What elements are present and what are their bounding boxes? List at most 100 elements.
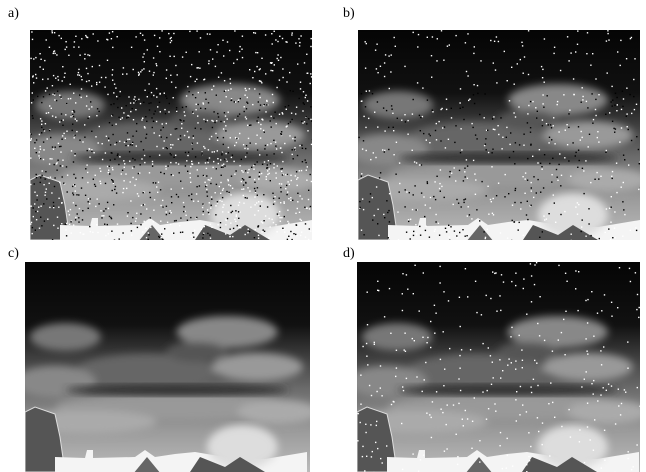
noise-black <box>32 115 33 116</box>
noise-black <box>176 107 177 108</box>
noise-white <box>272 43 273 44</box>
noise-white <box>171 188 172 189</box>
noise-white <box>549 455 550 456</box>
noise-black <box>116 142 117 143</box>
noise-white <box>101 77 102 78</box>
noise-black <box>197 175 198 176</box>
noise-white <box>225 90 226 91</box>
noise-black <box>483 231 484 232</box>
noise-white <box>534 360 535 361</box>
noise-black <box>111 179 112 180</box>
noise-black <box>143 102 144 103</box>
noise-black <box>41 127 42 128</box>
noise-black <box>146 134 147 135</box>
noise-white <box>542 69 543 70</box>
noise-white <box>541 66 542 67</box>
noise-white <box>621 187 622 188</box>
noise-white <box>371 395 372 396</box>
noise-white <box>301 170 302 171</box>
noise-white <box>309 208 310 209</box>
noise-white <box>441 186 442 187</box>
noise-black <box>36 139 37 140</box>
noise-white <box>53 207 54 208</box>
noise-black <box>166 214 167 215</box>
noise-white <box>54 32 55 33</box>
noise-black <box>475 134 476 135</box>
noise-white <box>149 71 150 72</box>
noise-white <box>511 67 512 68</box>
noise-black <box>539 237 540 238</box>
noise-black <box>214 122 215 123</box>
noise-white <box>491 166 492 167</box>
noise-white <box>224 121 225 122</box>
photo-content <box>15 262 318 472</box>
noise-black <box>264 104 265 105</box>
noise-white <box>226 220 227 221</box>
noise-white <box>217 158 218 159</box>
noise-white <box>61 202 62 203</box>
noise-black <box>40 182 41 183</box>
noise-white <box>466 159 467 160</box>
noise-white <box>171 40 172 41</box>
photo <box>348 30 646 242</box>
noise-white <box>203 119 204 120</box>
noise-black <box>304 104 305 105</box>
noise-white <box>422 391 423 392</box>
noise-black <box>481 181 482 182</box>
noise-white <box>141 205 142 206</box>
noise-black <box>527 201 528 202</box>
noise-white <box>519 335 520 336</box>
noise-black <box>519 144 520 145</box>
noise-white <box>618 405 619 406</box>
cloud <box>568 400 646 424</box>
noise-white <box>310 119 311 120</box>
noise-white <box>481 314 482 315</box>
noise-white <box>274 64 275 65</box>
noise-white <box>185 211 186 212</box>
noise-white <box>570 436 571 437</box>
noise-white <box>159 155 160 156</box>
noise-white <box>391 54 392 55</box>
noise-black <box>514 221 515 222</box>
noise-white <box>222 190 223 191</box>
noise-black <box>476 209 477 210</box>
noise-black <box>78 194 79 195</box>
noise-black <box>183 211 184 212</box>
noise-white <box>211 136 212 137</box>
noise-white <box>204 226 205 227</box>
noise-white <box>432 401 433 402</box>
noise-white <box>240 227 241 228</box>
noise-white <box>559 153 560 154</box>
noise-black <box>363 234 364 235</box>
noise-white <box>259 173 260 174</box>
noise-black <box>41 225 42 226</box>
noise-white <box>273 222 274 223</box>
noise-black <box>160 189 161 190</box>
figure: a) b) c) d) <box>0 0 646 472</box>
noise-white <box>261 58 262 59</box>
noise-black <box>111 152 112 153</box>
noise-white <box>209 138 210 139</box>
noise-white <box>235 119 236 120</box>
noise-black <box>217 137 218 138</box>
noise-white <box>86 105 87 106</box>
noise-white <box>308 239 309 240</box>
noise-black <box>229 229 230 230</box>
noise-white <box>47 87 48 88</box>
noise-white <box>107 39 108 40</box>
noise-black <box>187 171 188 172</box>
noise-white <box>515 273 516 274</box>
noise-black <box>254 237 255 238</box>
noise-white <box>49 47 50 48</box>
noise-white <box>220 193 221 194</box>
noise-white <box>170 134 171 135</box>
noise-black <box>461 206 462 207</box>
noise-white <box>306 54 307 55</box>
noise-white <box>292 32 293 33</box>
noise-white <box>224 80 225 81</box>
noise-black <box>500 117 501 118</box>
noise-white <box>142 35 143 36</box>
noise-black <box>515 142 516 143</box>
noise-white <box>361 173 362 174</box>
noise-white <box>539 296 540 297</box>
